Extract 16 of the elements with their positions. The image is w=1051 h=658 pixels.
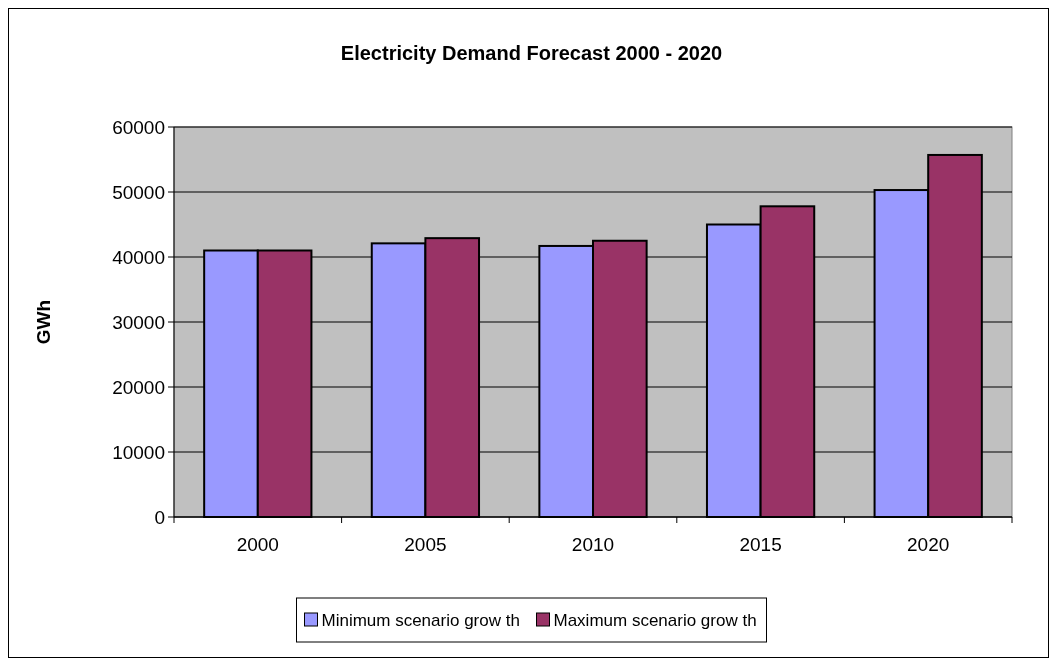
x-tick-label: 2020 (907, 534, 950, 555)
y-tick-label: 0 (154, 506, 165, 528)
y-tick-label: 40000 (112, 246, 165, 268)
y-tick-label: 10000 (112, 441, 165, 463)
x-tick-label: 2000 (236, 534, 279, 555)
y-tick-label: 30000 (112, 311, 165, 333)
legend-label: Maximum scenario grow th (553, 611, 757, 630)
x-tick-label: 2015 (739, 534, 782, 555)
x-tick-label: 2010 (571, 534, 615, 555)
y-tick-label: 20000 (112, 376, 165, 398)
y-tick-label: 50000 (112, 181, 165, 203)
y-tick-label: 60000 (112, 116, 165, 138)
legend-label: Minimum scenario grow th (321, 611, 520, 630)
y-axis-title: GWh (33, 299, 54, 345)
x-tick-label: 2005 (404, 534, 447, 555)
chart-title: Electricity Demand Forecast 2000 - 2020 (340, 42, 723, 64)
